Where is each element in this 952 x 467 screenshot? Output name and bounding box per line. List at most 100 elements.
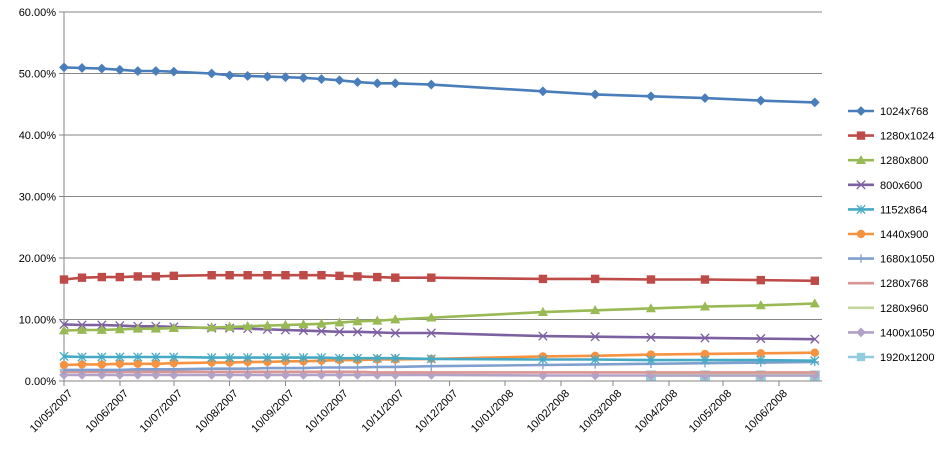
legend-item: 1280x1024 <box>848 131 934 143</box>
data-point <box>263 271 272 280</box>
legend-marker <box>856 229 866 239</box>
data-point <box>700 355 710 365</box>
y-tick-label: 40.00% <box>19 130 57 142</box>
data-point <box>810 276 819 285</box>
data-point <box>756 355 766 365</box>
series-1280x800 <box>58 298 820 335</box>
data-point <box>316 352 327 363</box>
x-tick-label: 10/10/2007 <box>303 388 350 435</box>
legend-label: 1440x900 <box>880 229 928 241</box>
data-point <box>646 355 656 365</box>
legend-label: 1280x768 <box>880 278 928 290</box>
data-point <box>115 272 125 282</box>
data-point <box>59 351 69 362</box>
data-point <box>133 272 143 281</box>
data-point <box>151 352 161 362</box>
data-point <box>809 97 820 108</box>
data-point <box>298 319 309 329</box>
x-tick-label: 10/08/2007 <box>193 388 240 435</box>
data-point <box>391 362 400 372</box>
series-1280x1024 <box>59 271 819 285</box>
data-point <box>169 352 179 362</box>
legend-label: 1152x864 <box>880 204 928 216</box>
data-point <box>150 66 161 76</box>
data-point <box>334 353 345 363</box>
data-point <box>537 306 548 316</box>
data-point <box>391 273 400 282</box>
legend-label: 1680x1050 <box>880 254 934 266</box>
legend-marker <box>856 204 866 215</box>
data-point <box>646 332 656 342</box>
data-point <box>810 356 820 366</box>
data-point <box>97 352 107 362</box>
data-point <box>352 327 363 337</box>
x-tick-label: 10/12/2007 <box>413 388 460 435</box>
data-point <box>590 305 601 315</box>
data-point <box>96 324 107 334</box>
data-point <box>206 352 217 363</box>
data-point <box>97 272 107 282</box>
legend-item: 1280x768 <box>848 278 928 290</box>
legend-item: 1920x1200 <box>848 352 934 364</box>
data-point <box>538 331 548 341</box>
data-point <box>646 275 656 284</box>
x-tick-label: 10/11/2007 <box>360 388 407 435</box>
data-point <box>224 369 235 380</box>
data-point <box>390 328 400 338</box>
legend-marker <box>856 254 866 263</box>
data-point <box>59 360 69 370</box>
data-point <box>700 275 710 284</box>
legend-item: 1280x800 <box>848 154 928 167</box>
legend-item: 1400x1050 <box>848 327 934 339</box>
x-tick-label: 10/03/2008 <box>577 388 624 435</box>
data-point <box>168 322 179 332</box>
data-point <box>316 74 327 84</box>
data-point <box>207 271 216 280</box>
data-point <box>59 62 69 73</box>
data-point <box>352 353 363 363</box>
data-point <box>224 352 235 363</box>
legend-marker <box>856 352 866 362</box>
y-tick-label: 60.00% <box>19 7 57 19</box>
data-point <box>132 323 143 333</box>
data-point <box>168 66 179 77</box>
data-point <box>168 369 179 380</box>
data-point <box>646 91 656 102</box>
data-point <box>115 352 125 362</box>
data-point <box>299 271 308 280</box>
data-point <box>810 334 820 344</box>
data-point <box>352 316 363 326</box>
data-point <box>426 328 436 338</box>
data-point <box>538 354 548 365</box>
data-point <box>206 68 217 79</box>
y-tick-label: 10.00% <box>19 315 57 327</box>
data-point <box>114 324 125 334</box>
data-point <box>334 75 345 86</box>
data-point <box>151 272 161 281</box>
data-point <box>316 326 327 336</box>
x-tick-label: 10/04/2008 <box>633 388 680 435</box>
legend-marker <box>856 327 866 338</box>
data-point <box>700 333 710 343</box>
data-point <box>372 78 383 89</box>
data-point <box>590 332 600 342</box>
legend-item: 1280x960 <box>848 303 928 315</box>
data-point <box>280 352 291 363</box>
data-point <box>262 352 273 363</box>
data-point <box>281 271 290 280</box>
data-point <box>132 66 143 76</box>
data-point <box>590 354 600 365</box>
data-point <box>372 327 382 338</box>
x-tick-label: 10/05/2007 <box>28 388 75 435</box>
data-point <box>169 271 179 281</box>
legend-label: 1280x960 <box>880 303 928 315</box>
data-point <box>590 274 600 284</box>
data-point <box>755 95 766 106</box>
legend-item: 1680x1050 <box>848 254 934 266</box>
series-group <box>58 62 820 381</box>
x-tick-label: 10/06/2008 <box>743 388 790 435</box>
data-point <box>224 321 235 331</box>
y-tick-label: 20.00% <box>19 253 57 265</box>
data-point <box>58 325 70 335</box>
